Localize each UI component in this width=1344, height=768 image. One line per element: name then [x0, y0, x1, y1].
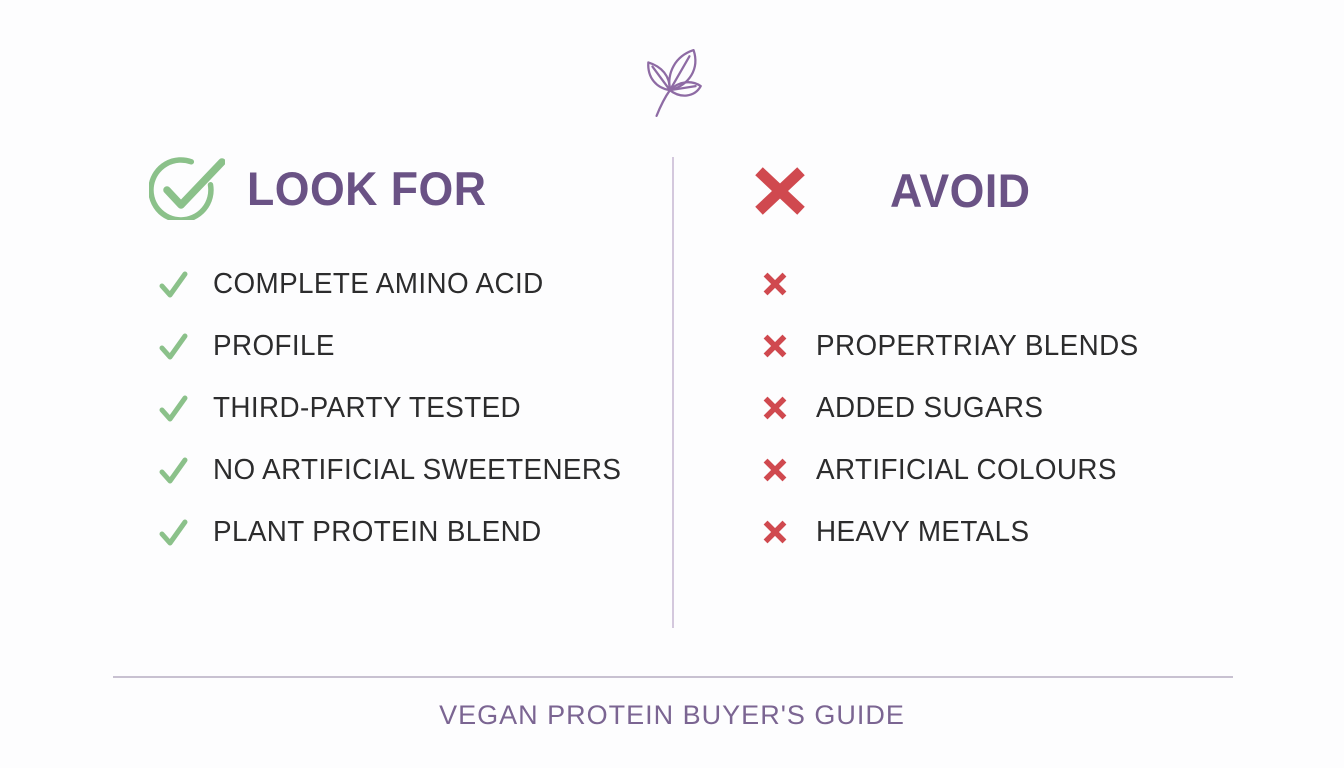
look-for-header: LOOK FOR [149, 156, 499, 220]
leaf-icon [647, 48, 702, 118]
avoid-title: AVOID [890, 164, 1031, 217]
look-for-list: COMPLETE AMINO ACID PROFILE THIRD-PARTY … [158, 253, 638, 563]
check-icon [159, 519, 188, 545]
list-item: ARTIFICIAL COLOURS [761, 439, 1152, 501]
list-item-label: PROFILE [213, 329, 335, 362]
check-icon [159, 457, 188, 483]
list-item-label: ARTIFICIAL COLOURS [816, 453, 1117, 486]
list-item-label: PLANT PROTEIN BLEND [213, 515, 542, 548]
x-icon [763, 458, 787, 482]
list-item-label: ADDED SUGARS [816, 391, 1044, 424]
x-icon [763, 520, 787, 544]
list-item: PLANT PROTEIN BLEND [158, 501, 638, 563]
list-item-label: COMPLETE AMINO ACID [213, 267, 544, 300]
check-icon [159, 395, 188, 421]
footer-caption: VEGAN PROTEIN BUYER'S GUIDE [439, 700, 905, 730]
column-divider [672, 157, 674, 628]
check-icon [159, 333, 188, 359]
list-item: HEAVY METALS [761, 501, 1152, 563]
look-for-title: LOOK FOR [247, 161, 487, 215]
list-item: ADDED SUGARS [761, 377, 1152, 439]
x-icon [755, 166, 805, 215]
list-item-label: HEAVY METALS [816, 515, 1030, 548]
list-item: NO ARTIFICIAL SWEETENERS [158, 439, 638, 501]
list-item-label: PROPERTRIAY BLENDS [816, 329, 1139, 362]
check-circle-icon [149, 157, 225, 220]
list-item: THIRD-PARTY TESTED [158, 377, 638, 439]
list-item: PROPERTRIAY BLENDS [761, 315, 1152, 377]
footer-divider [113, 676, 1233, 678]
list-item: COMPLETE AMINO ACID [158, 253, 638, 315]
list-item: PROFILE [158, 315, 638, 377]
avoid-header: AVOID [753, 163, 1038, 218]
list-item-label: NO ARTIFICIAL SWEETENERS [213, 453, 622, 486]
list-item [761, 253, 1152, 315]
x-icon [763, 396, 787, 420]
list-item-label: THIRD-PARTY TESTED [213, 391, 522, 424]
check-icon [159, 271, 188, 297]
x-icon [763, 334, 787, 358]
avoid-list: PROPERTRIAY BLENDS ADDED SUGARS ARTIFICI… [761, 253, 1152, 563]
x-icon [763, 272, 787, 296]
